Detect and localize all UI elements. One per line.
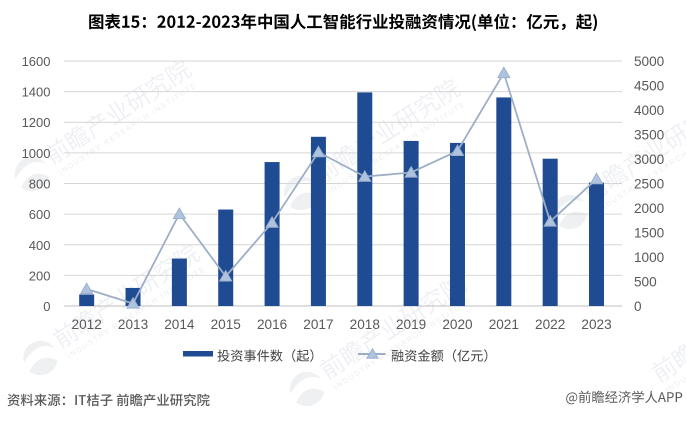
svg-text:2013: 2013 [118, 317, 148, 332]
svg-text:1000: 1000 [634, 250, 665, 265]
svg-text:2500: 2500 [634, 177, 665, 192]
svg-text:800: 800 [29, 177, 51, 192]
svg-text:1500: 1500 [634, 226, 665, 241]
svg-text:2021: 2021 [489, 317, 519, 332]
svg-text:2018: 2018 [350, 317, 380, 332]
svg-text:400: 400 [29, 238, 51, 253]
svg-text:1000: 1000 [22, 146, 51, 161]
svg-text:500: 500 [634, 275, 657, 290]
svg-text:2020: 2020 [442, 317, 473, 332]
svg-text:200: 200 [29, 268, 51, 283]
svg-text:2014: 2014 [164, 317, 195, 332]
svg-text:2012: 2012 [72, 317, 102, 332]
svg-text:4000: 4000 [634, 103, 665, 118]
svg-text:600: 600 [29, 207, 51, 222]
svg-text:2019: 2019 [396, 317, 426, 332]
svg-text:2017: 2017 [303, 317, 333, 332]
svg-text:3000: 3000 [634, 152, 665, 167]
svg-text:2022: 2022 [535, 317, 565, 332]
svg-text:1400: 1400 [22, 85, 51, 100]
svg-text:2016: 2016 [257, 317, 287, 332]
svg-text:1200: 1200 [22, 115, 51, 130]
svg-text:4500: 4500 [634, 79, 665, 94]
svg-text:0: 0 [634, 299, 642, 314]
svg-text:0: 0 [43, 299, 50, 314]
svg-text:2023: 2023 [581, 317, 611, 332]
svg-text:2000: 2000 [634, 201, 665, 216]
svg-text:5000: 5000 [634, 54, 665, 69]
svg-text:1600: 1600 [22, 54, 51, 69]
svg-text:2015: 2015 [211, 317, 241, 332]
svg-text:3500: 3500 [634, 128, 665, 143]
